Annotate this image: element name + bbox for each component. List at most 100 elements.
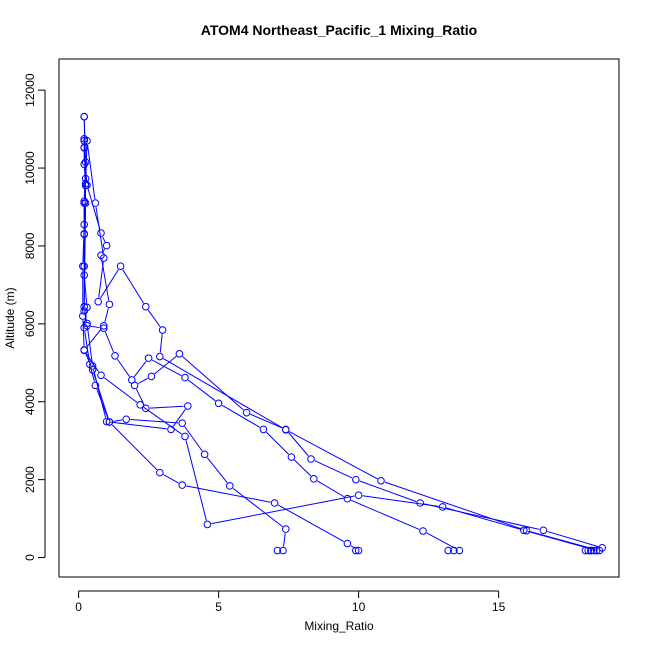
y-tick-label: 4000 xyxy=(23,388,37,415)
series-6 xyxy=(80,144,601,555)
data-point xyxy=(102,241,111,250)
series-segment xyxy=(154,356,177,375)
series-segment xyxy=(84,151,88,182)
series-segment xyxy=(102,248,105,252)
series-segment xyxy=(104,308,109,322)
series-segment xyxy=(95,207,104,255)
series-segment xyxy=(82,228,85,263)
series-segment xyxy=(90,325,100,329)
series-segment xyxy=(184,426,203,452)
data-point xyxy=(80,262,88,271)
data-point xyxy=(80,112,88,121)
data-point xyxy=(105,300,114,309)
data-point xyxy=(539,526,548,535)
data-point xyxy=(97,371,105,380)
series-segment xyxy=(232,487,283,527)
data-point xyxy=(354,546,363,555)
data-point xyxy=(80,160,88,168)
x-axis-label: Mixing_Ratio xyxy=(304,619,374,633)
series-segment xyxy=(211,495,355,525)
series-segment xyxy=(182,356,244,411)
series-segment xyxy=(130,419,179,424)
series-segment xyxy=(103,377,138,403)
series-segment xyxy=(151,359,182,377)
data-point xyxy=(83,181,91,189)
data-point xyxy=(178,481,186,489)
series-segment xyxy=(111,424,158,471)
data-point xyxy=(102,417,111,426)
data-point xyxy=(88,366,97,374)
series-segment xyxy=(317,480,345,498)
series-segment xyxy=(133,361,147,377)
series-segment xyxy=(289,431,378,480)
data-point xyxy=(116,262,125,271)
series-segment xyxy=(149,405,184,409)
series-segment xyxy=(250,413,283,429)
series-segment xyxy=(527,530,593,550)
series-segment xyxy=(359,480,417,503)
data-point xyxy=(203,520,212,529)
data-point xyxy=(100,321,108,330)
data-point xyxy=(590,546,598,555)
series-segment xyxy=(122,269,145,304)
data-point xyxy=(122,415,130,424)
data-point xyxy=(287,453,296,461)
y-axis-label: Altitude (m) xyxy=(3,287,17,348)
plot-frame xyxy=(58,58,620,578)
data-point xyxy=(242,408,251,417)
data-point xyxy=(144,354,153,362)
data-point xyxy=(80,307,88,315)
y-tick-label: 2000 xyxy=(23,466,37,493)
data-point xyxy=(181,432,189,441)
data-point xyxy=(200,450,209,459)
data-point xyxy=(83,319,91,328)
data-point xyxy=(279,546,287,555)
series-segment xyxy=(101,259,110,301)
series-segment xyxy=(314,460,353,479)
data-point xyxy=(419,527,427,535)
series-segment xyxy=(277,504,345,542)
series-segment xyxy=(446,507,520,530)
series-segment xyxy=(187,379,216,402)
data-point xyxy=(354,491,363,500)
data-point xyxy=(307,455,315,463)
data-point xyxy=(259,425,268,434)
series-segment xyxy=(283,533,286,547)
x-tick-label: 0 xyxy=(75,600,82,614)
series-segment xyxy=(90,368,95,382)
data-point xyxy=(158,326,167,334)
y-tick-label: 8000 xyxy=(23,232,37,259)
series-segment xyxy=(99,269,119,299)
data-point xyxy=(81,199,90,207)
data-point xyxy=(377,477,385,485)
series-segment xyxy=(98,262,104,298)
data-point xyxy=(226,482,234,490)
series-segment xyxy=(185,440,207,521)
series-segment xyxy=(147,309,161,328)
data-point xyxy=(175,350,184,358)
series-segment xyxy=(163,474,179,484)
series-segment xyxy=(87,144,96,200)
data-point xyxy=(352,475,360,484)
data-point xyxy=(343,494,352,503)
series-segment xyxy=(110,421,167,430)
data-point xyxy=(455,546,464,555)
series-segment xyxy=(143,406,182,435)
series-segment xyxy=(104,331,114,353)
chart-title: ATOM4 Northeast_Pacific_1 Mixing_Ratio xyxy=(201,22,477,38)
x-tick-label: 15 xyxy=(492,600,506,614)
series-segment xyxy=(288,432,309,457)
series-segment xyxy=(86,328,102,348)
data-point xyxy=(97,251,105,260)
data-point xyxy=(438,503,447,511)
series-segment xyxy=(82,320,85,346)
data-point xyxy=(100,324,108,332)
data-point xyxy=(80,346,88,355)
y-axis: 0 2000 4000 6000 8000 10000 12000 xyxy=(23,73,46,561)
series-segment xyxy=(159,334,163,353)
data-point xyxy=(147,372,156,381)
series-segment xyxy=(83,207,87,307)
data-point xyxy=(282,425,290,434)
series-layer xyxy=(79,112,607,555)
